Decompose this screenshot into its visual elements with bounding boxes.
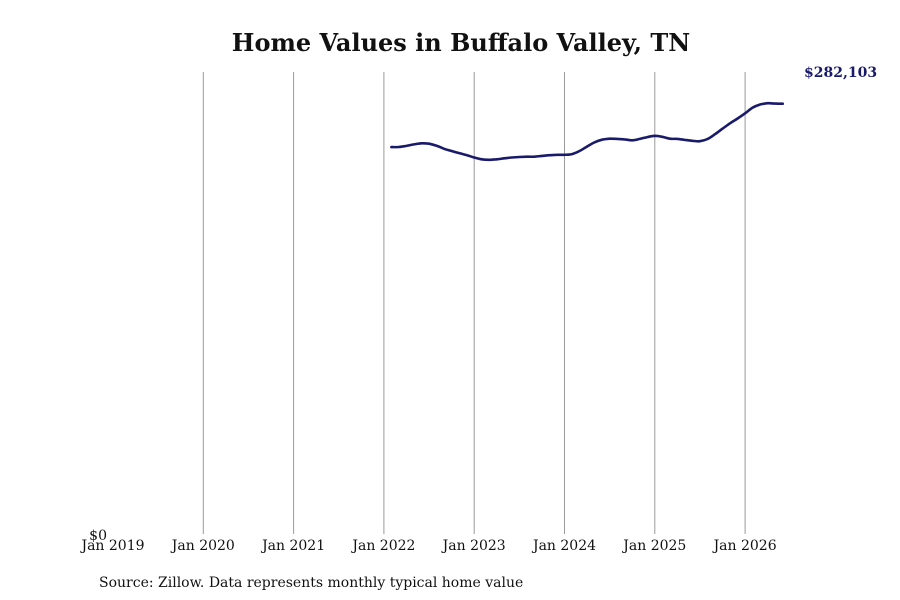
- x-tick-label: Jan 2022: [350, 538, 415, 554]
- x-tick-label: Jan 2020: [170, 538, 235, 554]
- end-value-label: $282,103: [804, 65, 877, 81]
- x-tick-label: Jan 2023: [441, 538, 506, 554]
- gridlines: [202, 72, 746, 534]
- x-tick-label: Jan 2026: [712, 538, 777, 554]
- chart-title: Home Values in Buffalo Valley, TN: [232, 28, 690, 57]
- source-note: Source: Zillow. Data represents monthly …: [99, 575, 523, 591]
- series-line: [390, 101, 784, 162]
- series-layer: [390, 101, 784, 162]
- y-tick-label: $0: [89, 528, 107, 544]
- x-tick-label: Jan 2021: [260, 538, 325, 554]
- x-axis-ticks: Jan 2019 Jan 2020 Jan 2021 Jan 2022 Jan 2023…: [79, 538, 776, 554]
- x-tick-label: Jan 2019: [79, 538, 144, 554]
- x-tick-label: Jan 2025: [621, 538, 686, 554]
- x-tick-label: Jan 2024: [531, 538, 596, 554]
